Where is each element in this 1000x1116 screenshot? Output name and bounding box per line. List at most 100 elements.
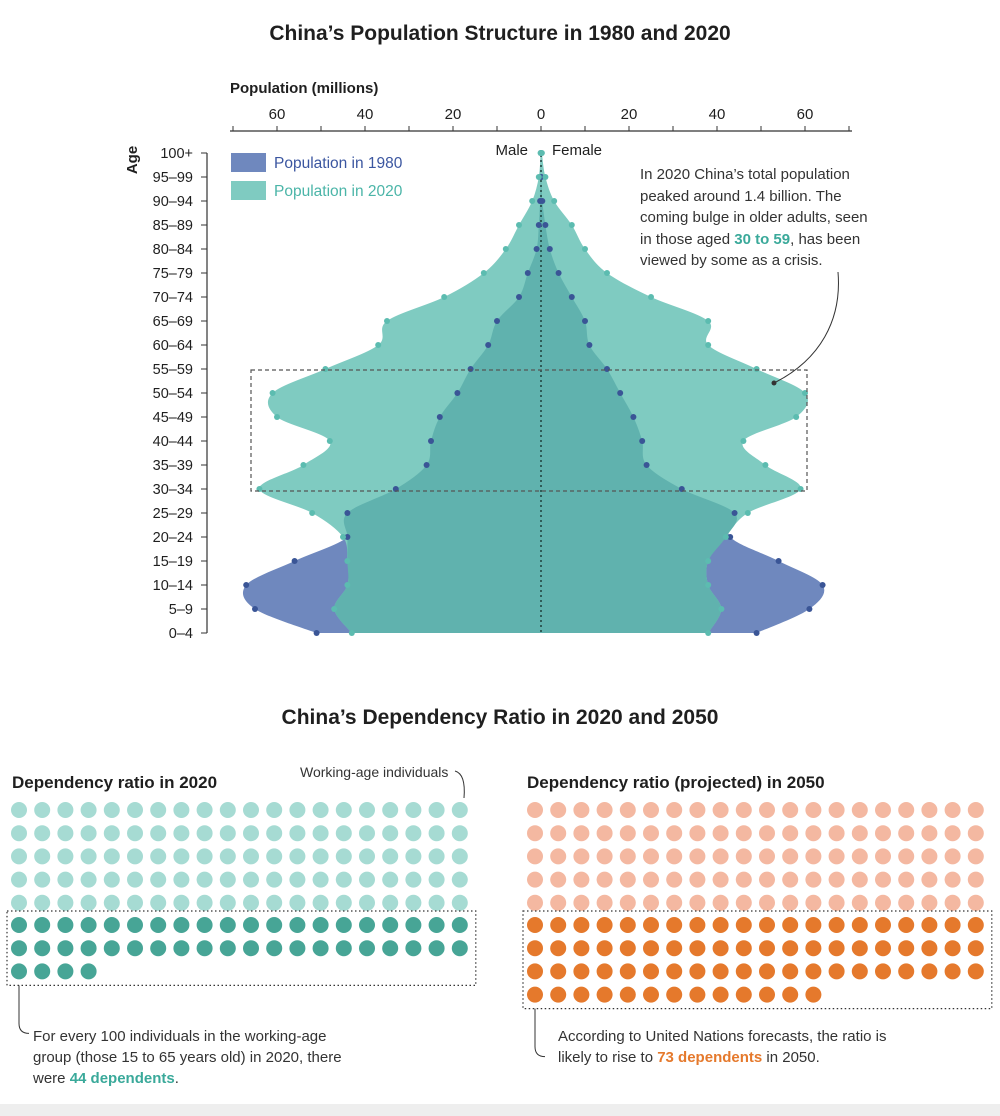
point-2020-female — [568, 222, 575, 228]
dependent-dot — [666, 963, 683, 980]
working-age-dot — [735, 802, 752, 818]
working-age-dot — [196, 848, 213, 865]
y-tick-label: 85–89 — [153, 218, 193, 234]
y-tick-label: 35–39 — [153, 458, 193, 474]
working-age-dot — [103, 848, 120, 865]
working-age-dot — [619, 825, 636, 842]
point-2020-male — [348, 630, 355, 636]
working-age-dot — [428, 802, 445, 818]
working-age-dot — [527, 825, 543, 842]
working-age-dot — [428, 894, 445, 911]
female-label: Female — [552, 142, 602, 159]
working-age-dot — [944, 802, 961, 818]
dependent-dot — [527, 940, 543, 957]
y-tick-label: 15–19 — [153, 554, 193, 570]
annotation-leader-dot — [771, 380, 777, 386]
working-age-dot — [921, 848, 938, 865]
working-age-dot — [782, 894, 799, 911]
working-age-dot — [666, 825, 683, 842]
dependent-dot — [382, 940, 399, 957]
point-1980-female — [630, 414, 637, 420]
dependent-dot — [619, 963, 636, 980]
dependent-dot — [451, 917, 468, 933]
working-age-dot — [735, 871, 752, 888]
dependent-dot — [243, 917, 259, 933]
working-age-dot — [550, 871, 567, 888]
dependent-dot — [550, 917, 567, 933]
dependent-dot — [921, 917, 938, 933]
legend-swatch-2020 — [231, 181, 266, 200]
working-age-dot — [898, 825, 915, 842]
dependency-2050-label: Dependency ratio (projected) in 2050 — [527, 773, 825, 792]
dependent-dot — [619, 917, 636, 933]
working-age-dot — [103, 871, 120, 888]
point-1980-male — [344, 534, 351, 540]
working-age-dot — [643, 802, 659, 818]
working-age-dot — [359, 825, 375, 842]
dependent-dot — [573, 940, 590, 957]
dependent-dot — [289, 940, 306, 957]
point-1980-male — [291, 558, 298, 564]
y-tick-label: 40–44 — [153, 434, 193, 450]
working-age-dot — [805, 848, 822, 865]
dependent-dot — [851, 963, 868, 980]
working-age-dot — [689, 894, 706, 911]
dependent-dot — [921, 940, 938, 957]
working-age-dot — [573, 848, 590, 865]
point-2020-male — [480, 270, 487, 276]
working-age-dot — [150, 894, 167, 911]
point-2020-female — [705, 318, 712, 324]
working-age-dot — [219, 802, 236, 818]
working-age-dot — [266, 894, 283, 911]
point-1980-female — [586, 342, 593, 348]
point-2020-female — [705, 582, 712, 588]
working-age-dot — [759, 802, 775, 818]
point-2020-female — [718, 606, 725, 612]
working-age-dot — [382, 871, 399, 888]
working-age-dot — [573, 802, 590, 818]
point-2020-female — [538, 150, 545, 156]
working-age-dot — [782, 848, 799, 865]
working-age-dot — [243, 802, 259, 818]
point-1980-male — [243, 582, 250, 588]
working-age-dot — [243, 894, 259, 911]
working-age-dot — [312, 894, 329, 911]
working-age-dot — [428, 825, 445, 842]
dependent-dot — [643, 963, 659, 980]
dependent-dot — [405, 917, 422, 933]
note-leader — [18, 985, 30, 1034]
dependent-dot — [34, 963, 51, 980]
dependent-dot — [619, 940, 636, 957]
working-age-dot — [689, 848, 706, 865]
x-tick-label: 20 — [621, 106, 638, 123]
dependent-dot — [875, 917, 891, 933]
dependent-dot — [805, 917, 822, 933]
working-age-dot — [921, 894, 938, 911]
working-age-dot — [335, 894, 352, 911]
dependent-dot — [34, 917, 51, 933]
dependent-dot — [712, 940, 729, 957]
working-age-dot — [127, 802, 143, 818]
working-age-dot — [150, 825, 167, 842]
working-age-dot — [875, 894, 891, 911]
working-age-dot — [875, 802, 891, 818]
working-age-dot — [219, 825, 236, 842]
dependent-dot — [573, 986, 590, 1003]
y-tick-label: 60–64 — [153, 338, 193, 354]
pyramid-title: China’s Population Structure in 1980 and… — [269, 22, 731, 45]
y-tick-label: 65–69 — [153, 314, 193, 330]
dependent-dot — [735, 917, 752, 933]
working-age-dot — [103, 802, 120, 818]
working-age-dot — [689, 802, 706, 818]
working-age-dot — [527, 848, 543, 865]
working-age-dot — [759, 871, 775, 888]
dependent-dot — [782, 963, 799, 980]
dependent-dot — [11, 940, 27, 957]
working-age-dot — [405, 848, 422, 865]
working-age-dot — [828, 802, 845, 818]
point-2020-female — [740, 438, 747, 444]
x-tick-label: 40 — [709, 106, 726, 123]
point-1980-female — [806, 606, 813, 612]
working-age-dot — [428, 848, 445, 865]
point-1980-male — [535, 222, 542, 228]
